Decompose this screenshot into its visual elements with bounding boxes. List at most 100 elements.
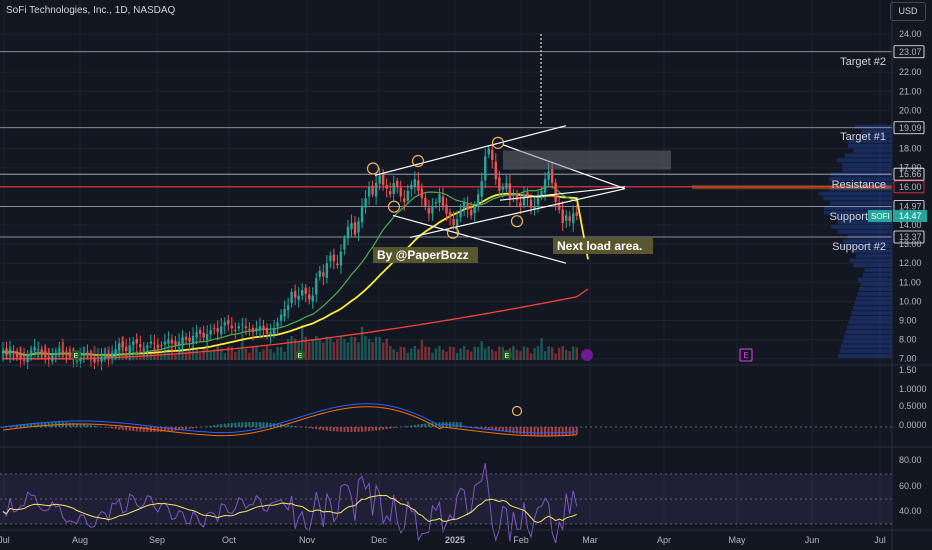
candle-body	[149, 341, 153, 344]
volume-bar	[455, 352, 459, 360]
volume-bar	[223, 352, 226, 360]
pivot-circle	[411, 154, 425, 168]
candle-body	[209, 330, 212, 335]
volume-bar	[336, 338, 339, 360]
candle-body	[304, 287, 307, 294]
currency-button[interactable]: USD	[890, 2, 926, 21]
macd-hist	[378, 427, 381, 431]
y-tick-label: 21.00	[899, 86, 922, 96]
level-label: Target #1	[840, 131, 886, 143]
profile-bar	[842, 339, 892, 344]
macd-hist	[227, 423, 230, 427]
profile-bar	[839, 349, 892, 354]
candle-body	[237, 326, 241, 329]
profile-bar	[840, 244, 892, 249]
candle-body	[318, 270, 321, 277]
candle-body	[103, 354, 107, 359]
rsi-tick-label: 80.00	[899, 455, 922, 465]
macd-hist	[413, 424, 416, 427]
candle-body	[283, 309, 286, 317]
y-tick-label: 19.09	[899, 123, 922, 133]
volume-bar	[332, 342, 336, 360]
candle-body	[184, 336, 188, 340]
volume-bar	[290, 336, 293, 360]
moving-averages	[2, 185, 589, 360]
pivot-circle	[510, 215, 524, 228]
macd-hist	[565, 427, 568, 436]
y-tick-label: 7.00	[899, 354, 917, 364]
macd-tick-label: 1.50	[899, 365, 917, 375]
volume-bar	[315, 336, 318, 360]
macd-hist	[368, 427, 371, 432]
macd-hist	[480, 427, 483, 429]
candle-body	[272, 328, 276, 334]
candle-body	[15, 351, 19, 357]
volume-bar	[244, 348, 248, 360]
candle-body	[431, 205, 434, 214]
volume-bar	[174, 353, 177, 360]
volume-bar	[184, 351, 188, 360]
candle-body	[315, 278, 318, 295]
macd-hist	[192, 427, 195, 429]
y-tick-label: 12.00	[899, 258, 922, 268]
candle-body	[244, 326, 248, 329]
earnings-marker	[71, 350, 81, 360]
macd-hist	[294, 425, 297, 427]
level-label: Resistance	[832, 179, 886, 191]
macd-hist	[139, 427, 142, 432]
volume-bar	[389, 346, 392, 360]
y-tick-label: 22.00	[899, 67, 922, 77]
macd-hist	[551, 427, 554, 436]
macd-hist	[93, 425, 96, 427]
macd-hist	[107, 427, 110, 428]
volume-bar	[526, 347, 529, 360]
x-tick-label: Sep	[149, 535, 165, 545]
candle-body	[406, 190, 409, 201]
macd-hist	[389, 427, 392, 429]
volume-bar	[251, 346, 255, 360]
candle-body	[146, 345, 149, 348]
candle-body	[167, 339, 170, 344]
candle-body	[455, 219, 459, 227]
macd-hist	[519, 427, 522, 434]
candle-body	[170, 339, 174, 344]
candle-body	[93, 358, 96, 363]
volume-bar	[550, 347, 554, 360]
volume-bar	[93, 346, 96, 360]
macd-hist	[361, 427, 364, 432]
macd-hist	[68, 422, 71, 427]
candle-body	[491, 150, 494, 161]
candle-body	[572, 213, 575, 224]
candle-body	[198, 330, 202, 334]
macd-hist	[484, 427, 487, 429]
candle-body	[378, 175, 381, 184]
y-tick-label: 18.00	[899, 144, 922, 154]
volume-bar	[540, 337, 543, 360]
candle-body	[216, 328, 219, 332]
profile-bar	[854, 301, 892, 306]
volume-bar	[403, 346, 406, 360]
symbol-tag	[868, 210, 892, 223]
candle-body	[258, 326, 262, 331]
profile-bar	[861, 129, 892, 134]
candle-body	[540, 190, 543, 197]
earnings-marker	[502, 350, 512, 360]
profile-bar	[853, 148, 892, 153]
x-tick-label: Oct	[222, 535, 237, 545]
macd-hist	[251, 422, 254, 427]
macd-hist	[505, 427, 508, 432]
candle-body	[325, 263, 329, 279]
candle-body	[19, 354, 22, 359]
candle-body	[142, 349, 145, 351]
macd-hist	[258, 422, 261, 427]
volume-bar	[279, 346, 283, 360]
candle-body	[512, 194, 515, 196]
volume-bar	[213, 349, 216, 360]
volume-bar	[304, 336, 307, 360]
candle-body	[403, 198, 406, 203]
candle-body	[114, 349, 117, 355]
macd-hist	[118, 427, 121, 430]
candle-body	[195, 331, 198, 338]
candle-body	[255, 328, 258, 332]
